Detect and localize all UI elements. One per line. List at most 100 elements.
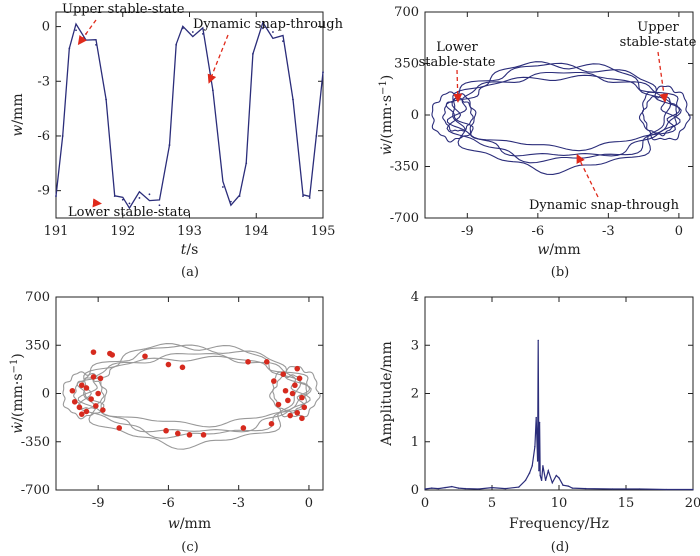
spectrum-point xyxy=(437,487,440,490)
y-tick-label: -9 xyxy=(37,184,50,199)
spectrum-point xyxy=(451,485,453,488)
poincare-point xyxy=(76,404,83,411)
x-tick-label: 194 xyxy=(244,224,269,239)
spectrum-point xyxy=(551,482,553,484)
data-point xyxy=(61,135,64,137)
data-point xyxy=(75,29,77,32)
phase-loop xyxy=(446,62,682,164)
x-axis-label: t/s xyxy=(181,242,199,258)
phase-cluster xyxy=(638,85,691,141)
y-tick-label: 350 xyxy=(394,57,419,72)
spectrum-point xyxy=(534,445,536,448)
y-tick-label: -700 xyxy=(21,483,50,498)
data-point xyxy=(262,27,264,30)
annotation-upper-line1: Upper xyxy=(637,20,679,35)
x-tick-label: 195 xyxy=(311,224,336,239)
spectrum-point xyxy=(544,479,547,482)
poincare-point xyxy=(287,412,294,419)
data-point xyxy=(252,53,254,55)
x-tick-label: -6 xyxy=(532,224,545,239)
poincare-point xyxy=(200,432,207,438)
spectrum-point xyxy=(692,488,694,491)
data-point xyxy=(128,202,131,205)
data-point xyxy=(229,200,232,203)
data-point xyxy=(322,71,324,74)
spectrum-point xyxy=(611,488,614,490)
poincare-point xyxy=(78,382,85,389)
spectrum-point xyxy=(547,470,549,472)
x-axis-label: w/mm xyxy=(168,516,211,532)
poincare-point xyxy=(294,365,301,372)
data-point xyxy=(55,195,57,198)
spectrum-point xyxy=(540,479,543,482)
poincare-point xyxy=(285,397,291,404)
data-point xyxy=(272,31,274,33)
spectrum-point xyxy=(536,460,539,462)
x-axis-label: Frequency/Hz xyxy=(509,516,609,532)
poincare-point xyxy=(289,390,296,397)
poincare-point xyxy=(292,382,298,389)
panel-c: -9 -6 -3 0 700 350 0 -350 -700 w/mm ẇ/(mm·s−1) (c) xyxy=(9,290,324,555)
poincare-point xyxy=(109,352,116,358)
poincare-point xyxy=(296,375,303,382)
spectrum-point xyxy=(638,488,641,490)
poincare-point xyxy=(100,407,106,413)
data-point xyxy=(245,162,248,165)
spectrum-point xyxy=(567,485,570,487)
phase-cluster xyxy=(641,94,678,137)
spectrum-point xyxy=(542,465,544,467)
y-tick-label: 3 xyxy=(411,338,419,353)
phase-loop xyxy=(77,344,312,439)
annotation-snap-through: Dynamic snap-through xyxy=(529,198,680,213)
annotation-lower-stable: Lower stable-state xyxy=(68,205,191,220)
y-axis-label: Amplitude/mm xyxy=(379,341,395,446)
poincare-point xyxy=(245,358,251,365)
poincare-point xyxy=(280,371,286,378)
spectrum-point xyxy=(524,479,527,482)
spectrum-point xyxy=(424,488,426,490)
data-point xyxy=(105,98,107,101)
y-tick-label: 0 xyxy=(411,483,419,498)
x-tick-label: 192 xyxy=(110,224,135,239)
phase-loop xyxy=(76,355,311,428)
annotation-upper-stable: Upper stable-state xyxy=(62,2,185,17)
data-point xyxy=(315,135,318,137)
y-tick-label: 0 xyxy=(411,108,419,123)
spectrum-point xyxy=(537,339,539,342)
data-point xyxy=(95,43,97,46)
poincare-point xyxy=(83,385,90,391)
spectrum-point xyxy=(531,465,533,467)
phase-loop xyxy=(77,353,311,433)
annotation-arrow xyxy=(453,69,463,103)
x-tick-label: -3 xyxy=(232,496,245,511)
poincare-point xyxy=(97,375,104,382)
poincare-point xyxy=(88,396,94,402)
spectrum-point xyxy=(562,484,564,486)
y-tick-label: -700 xyxy=(390,211,419,226)
x-axis-label: w/mm xyxy=(537,242,580,258)
poincare-point xyxy=(299,415,305,422)
spectrum-line xyxy=(424,340,693,491)
poincare-point xyxy=(240,425,247,431)
spectrum-point xyxy=(539,474,541,477)
panel-a: 191 192 193 194 195 0 -3 -6 -9 t/s w/mm (a) Upper st… xyxy=(10,2,344,280)
x-tick-label: 15 xyxy=(618,496,635,511)
y-tick-label: 0 xyxy=(42,387,50,402)
data-point xyxy=(168,144,171,146)
y-tick-label: 1 xyxy=(411,435,419,450)
poincare-point xyxy=(83,408,90,415)
annotation-arrow xyxy=(207,34,229,84)
annotation-arrow xyxy=(576,153,599,198)
annotation-lower-line2: stable-state xyxy=(419,55,496,70)
poincare-point xyxy=(179,364,186,371)
y-axis-label: ẇ/(mm·s−1) xyxy=(9,353,27,434)
data-point xyxy=(158,204,161,207)
phase-loop xyxy=(446,71,681,157)
poincare-point xyxy=(271,378,277,384)
annotation-arrow xyxy=(657,51,669,103)
poincare-point xyxy=(263,358,270,365)
data-point xyxy=(211,89,214,92)
data-point xyxy=(191,31,194,33)
data-point xyxy=(221,186,224,188)
